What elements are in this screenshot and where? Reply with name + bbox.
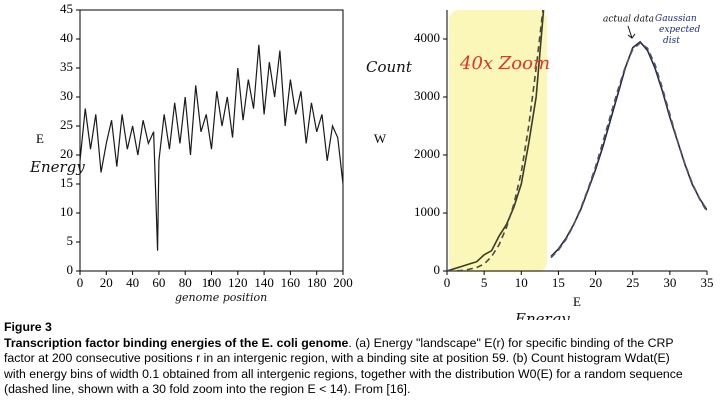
x-tick-label: 120 <box>228 275 248 290</box>
annotation: Energy <box>29 158 85 176</box>
y-axis-label: W <box>374 131 387 146</box>
x-tick-label: 10 <box>515 275 528 290</box>
x-tick-label: 20 <box>100 275 113 290</box>
x-tick-label: 0 <box>77 275 84 290</box>
x-tick-label: 40 <box>126 275 139 290</box>
x-tick-label: 100 <box>202 275 222 290</box>
figure-label: Figure 3 <box>4 320 52 334</box>
x-tick-label: 80 <box>179 275 192 290</box>
series-group <box>79 44 344 251</box>
x-tick-label: 25 <box>626 275 639 290</box>
x-tick-label: 15 <box>552 275 565 290</box>
x-tick-label: 0 <box>444 275 451 290</box>
y-tick-label: 25 <box>60 117 73 132</box>
y-tick-label: 2000 <box>414 146 440 161</box>
caption: Figure 3 Transcription factor binding en… <box>4 320 727 398</box>
y-tick-label: 5 <box>67 233 74 248</box>
charts: 0 20 40 60 80 100 120 140 160 180 2000510152025303… <box>29 1 714 320</box>
data-line <box>447 10 544 271</box>
y-tick-label: 4000 <box>414 30 440 45</box>
highlight <box>449 10 547 272</box>
y-tick-label: 45 <box>60 1 73 16</box>
x-axis-label: r <box>207 274 212 289</box>
annotation: Count <box>366 58 413 76</box>
series-group <box>447 10 707 271</box>
annotation: genome position <box>175 291 267 304</box>
x-tick-label: 60 <box>152 275 165 290</box>
caption-text: . (a) Energy "landscape" E(r) for specif… <box>348 335 674 350</box>
x-axis-label: E <box>573 294 581 309</box>
x-tick-label: 30 <box>663 275 676 290</box>
annotation: Gaussian expected dist <box>655 14 700 46</box>
caption-text: with energy bins of width 0.1 obtained f… <box>4 366 683 381</box>
x-tick-label: 140 <box>254 275 274 290</box>
x-tick-label: 5 <box>481 275 488 290</box>
y-tick-label: 0 <box>434 262 441 277</box>
data-line <box>447 10 545 271</box>
x-tick-label: 20 <box>589 275 602 290</box>
caption-text: factor at 200 consecutive positions r in… <box>4 351 670 365</box>
y-tick-label: 10 <box>60 204 73 219</box>
annotation: Energy <box>514 310 570 320</box>
y-tick-label: 40 <box>60 30 73 45</box>
data-line <box>550 42 707 259</box>
y-tick-label: 0 <box>67 262 74 277</box>
x-tick-label: 160 <box>281 275 301 290</box>
y-tick-label: 1000 <box>414 204 440 219</box>
annotation: actual data <box>603 15 654 25</box>
y-tick-label: 3000 <box>414 88 440 103</box>
x-tick-label: 180 <box>307 275 327 290</box>
data-line <box>79 44 344 251</box>
y-tick-label: 20 <box>60 146 73 161</box>
x-tick-label: 35 <box>701 275 714 290</box>
arrow <box>627 25 636 39</box>
y-tick-label: 15 <box>60 175 73 190</box>
caption-title: Transcription factor binding energies of… <box>4 335 349 350</box>
y-tick-label: 35 <box>60 59 73 74</box>
annotation: 40x Zoom <box>459 53 550 74</box>
y-tick-label: 30 <box>60 88 73 103</box>
x-tick-label: 200 <box>333 275 353 290</box>
y-axis-label: E <box>36 131 44 146</box>
caption-text: (dashed line, shown with a 30 fold zoom … <box>4 382 411 396</box>
